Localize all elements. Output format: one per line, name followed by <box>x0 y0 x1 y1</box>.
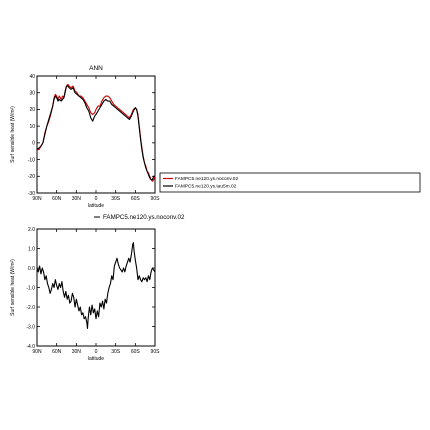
panel-2-y-axis-label: Surf sensible heat (W/m²) <box>10 259 16 316</box>
panel-1-legend-box <box>159 172 421 193</box>
panel-1-x-tick-label: 90S <box>151 196 161 202</box>
panel-1-x-tick-label: 60S <box>131 196 141 202</box>
panel-1-x-tick-label: 30N <box>72 196 82 202</box>
panel-2-x-tick-label: 90N <box>32 349 42 355</box>
panel-1-x-axis-label: latitude <box>88 203 104 209</box>
panel-2-x-tick-label: 0 <box>95 349 98 355</box>
panel-2-x-tick-label: 90S <box>151 349 161 355</box>
panel-1-x-tick-label: 0 <box>95 196 98 202</box>
panel-1-y-tick-label: 40 <box>29 74 35 80</box>
panel-1-y-axis-label: Surf sensible heat (W/m²) <box>10 106 16 163</box>
panel-2-y-tick-label: 0.0 <box>28 266 35 272</box>
panel-1-plot-frame <box>36 75 156 194</box>
panel-1-y-tick-label: 20 <box>29 107 35 113</box>
panel-2-y-tick-label: -3.0 <box>26 324 35 330</box>
panel-1-legend-label-2: FAMPC5.ne120.ys.tau5m.02 <box>175 184 237 190</box>
panel-2-x-axis-label: latitude <box>88 356 104 362</box>
panel-2-x-tick-label: 30S <box>111 349 121 355</box>
panel-2-y-tick-label: -2.0 <box>26 305 35 311</box>
panel-2-y-tick-label: -1.0 <box>26 285 35 291</box>
panel-1-series-line-2 <box>36 85 155 181</box>
panel-1-title: ANN <box>89 65 103 72</box>
panel-2-plot-frame <box>36 228 156 347</box>
panel-1: 90N 60N 30N 0 30S 60S 90S 40 30 20 10 0 -10 -20 -30 ANN… <box>10 65 421 209</box>
panel-1-y-tick-label: -30 <box>28 191 35 197</box>
panel-1-x-tick-label: 90N <box>32 196 42 202</box>
panel-2-x-tick-label: 30N <box>72 349 82 355</box>
panel-1-legend-label-1: FAMPC5.ne120.ys.noconv.02 <box>175 176 238 182</box>
panel-1-legend: FAMPC5.ne120.ys.noconv.02 FAMPC5.ne120.ys… <box>159 172 421 193</box>
panel-2-legend-label-1: FAMPC5.ne120.ys.noconv.02 <box>103 214 185 221</box>
panel-1-x-tick-label: 60N <box>52 196 62 202</box>
panel-2-y-tick-label: 2.0 <box>28 227 35 233</box>
panel-1-x-tick-label: 30S <box>111 196 121 202</box>
panel-1-y-tick-label: -10 <box>28 157 35 163</box>
panel-2-y-tick-label: 1.0 <box>28 246 35 252</box>
panel-1-y-tick-label: -20 <box>28 174 35 180</box>
panel-2-series-line-1 <box>36 242 156 329</box>
panel-2-x-tick-label: 60S <box>131 349 141 355</box>
panel-2-x-tick-label: 60N <box>52 349 62 355</box>
panel-2-legend: FAMPC5.ne120.ys.noconv.02 <box>94 214 185 221</box>
panel-1-y-tick-label: 10 <box>29 124 35 130</box>
panel-1-y-tick-label: 30 <box>29 91 35 97</box>
panel-2-y-tick-label: -4.0 <box>26 344 35 350</box>
panel-2: 90N 60N 30N 0 30S 60S 90S 2.0 1.0 0.0 -1.0 -2.0 -3.0… <box>10 214 185 362</box>
panel-1-y-tick-label: 0 <box>32 141 35 147</box>
